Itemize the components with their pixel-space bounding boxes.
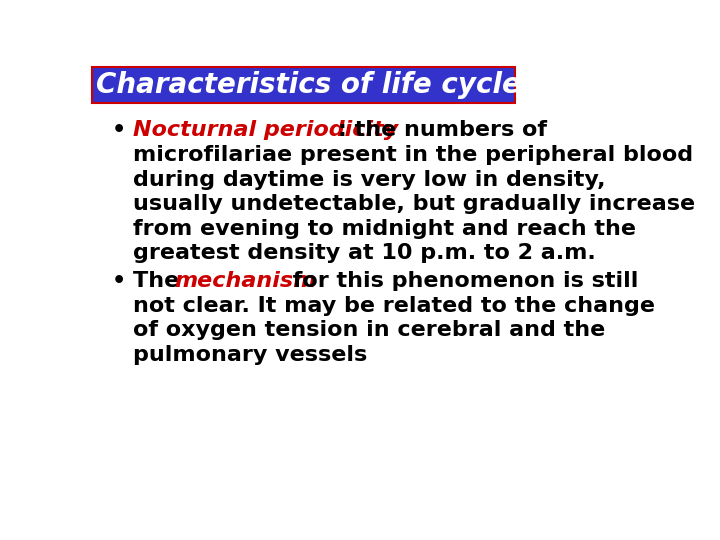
Text: pulmonary vessels: pulmonary vessels <box>132 345 367 365</box>
Text: Nocturnal periodicity: Nocturnal periodicity <box>132 120 398 140</box>
Text: not clear. It may be related to the change: not clear. It may be related to the chan… <box>132 296 654 316</box>
Text: Characteristics of life cycle: Characteristics of life cycle <box>96 71 521 99</box>
Text: during daytime is very low in density,: during daytime is very low in density, <box>132 170 605 190</box>
Text: of oxygen tension in cerebral and the: of oxygen tension in cerebral and the <box>132 320 605 340</box>
Text: •: • <box>112 271 126 291</box>
Text: greatest density at 10 p.m. to 2 a.m.: greatest density at 10 p.m. to 2 a.m. <box>132 244 595 264</box>
Text: microfilariae present in the peripheral blood: microfilariae present in the peripheral … <box>132 145 693 165</box>
Text: usually undetectable, but gradually increase: usually undetectable, but gradually incr… <box>132 194 695 214</box>
Text: The: The <box>132 271 186 291</box>
Text: from evening to midnight and reach the: from evening to midnight and reach the <box>132 219 636 239</box>
FancyBboxPatch shape <box>92 67 515 103</box>
Text: for this phenomenon is still: for this phenomenon is still <box>284 271 638 291</box>
Text: •: • <box>112 120 126 140</box>
Text: mechanism: mechanism <box>174 271 317 291</box>
Text: : the numbers of: : the numbers of <box>338 120 547 140</box>
